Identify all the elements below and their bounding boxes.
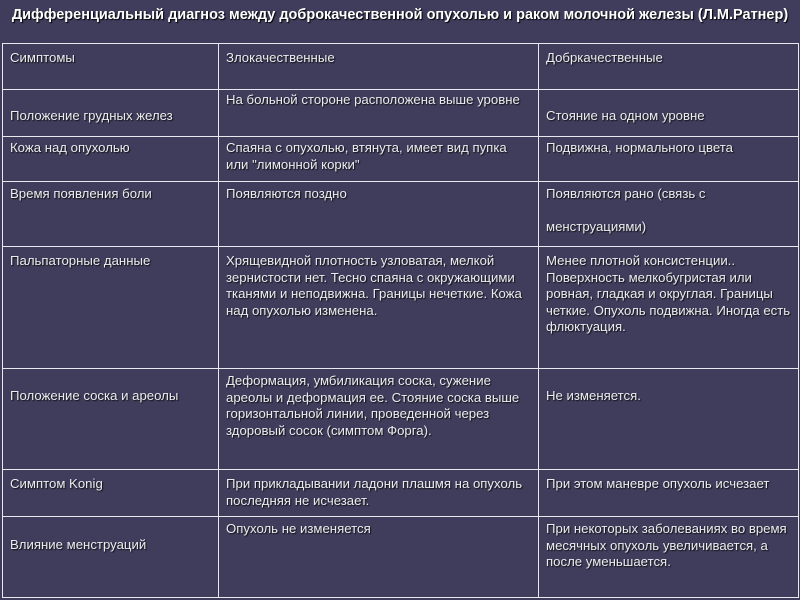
symptom-cell: Кожа над опухолью <box>2 136 219 182</box>
symptom-cell: Симптом Konig <box>2 469 219 517</box>
malignant-cell: Спаяна с опухолью, втянута, имеет вид пу… <box>218 136 539 182</box>
benign-cell: Появляются рано (связь с менструациями) <box>538 181 799 247</box>
benign-text-line2: менструациями) <box>546 218 647 234</box>
malignant-cell: Опухоль не изменяется <box>218 516 539 598</box>
malignant-cell: Появляются поздно <box>218 181 539 247</box>
benign-cell: Стояние на одном уровне <box>538 89 799 137</box>
slide-title: Дифференциальный диагноз между доброкаче… <box>11 7 789 23</box>
header-benign: Добркачественные <box>538 43 799 90</box>
symptom-cell: Влияние менструаций <box>2 516 219 598</box>
table-row: Симптом Konig При прикладывании ладони п… <box>2 469 799 517</box>
malignant-cell: При прикладывании ладони плашмя на опухо… <box>218 469 539 517</box>
table-row: Время появления боли Появляются поздно П… <box>2 181 799 247</box>
benign-cell: Менее плотной консистенции.. Поверхность… <box>538 246 799 369</box>
benign-cell: Подвижна, нормального цвета <box>538 136 799 182</box>
benign-text-line1: Появляются рано (связь с <box>546 186 706 201</box>
benign-cell: При этом маневре опухоль исчезает <box>538 469 799 517</box>
symptom-cell: Пальпаторные данные <box>2 246 219 369</box>
benign-cell: При некоторых заболеваниях во время меся… <box>538 516 799 598</box>
table-row: Кожа над опухолью Спаяна с опухолью, втя… <box>2 136 799 182</box>
header-malignant: Злокачественные <box>218 43 539 90</box>
benign-cell: Не изменяется. <box>538 368 799 470</box>
symptom-cell: Время появления боли <box>2 181 219 247</box>
malignant-cell: Деформация, умбиликация соска, сужение а… <box>218 368 539 470</box>
malignant-cell: Хрящевидной плотность узловатая, мелкой … <box>218 246 539 369</box>
header-symptoms: Симптомы <box>2 43 219 90</box>
malignant-cell: На больной стороне расположена выше уров… <box>218 89 539 137</box>
table-row: Положение грудных желез На больной сторо… <box>2 89 799 137</box>
table-row: Влияние менструаций Опухоль не изменяетс… <box>2 516 799 598</box>
table-row: Положение соска и ареолы Деформация, умб… <box>2 368 799 470</box>
table-row: Пальпаторные данные Хрящевидной плотност… <box>2 246 799 369</box>
symptom-cell: Положение грудных желез <box>2 89 219 137</box>
symptom-cell: Положение соска и ареолы <box>2 368 219 470</box>
table-header-row: Симптомы Злокачественные Добркачественны… <box>2 43 799 90</box>
diagnosis-table: Симптомы Злокачественные Добркачественны… <box>2 43 799 598</box>
